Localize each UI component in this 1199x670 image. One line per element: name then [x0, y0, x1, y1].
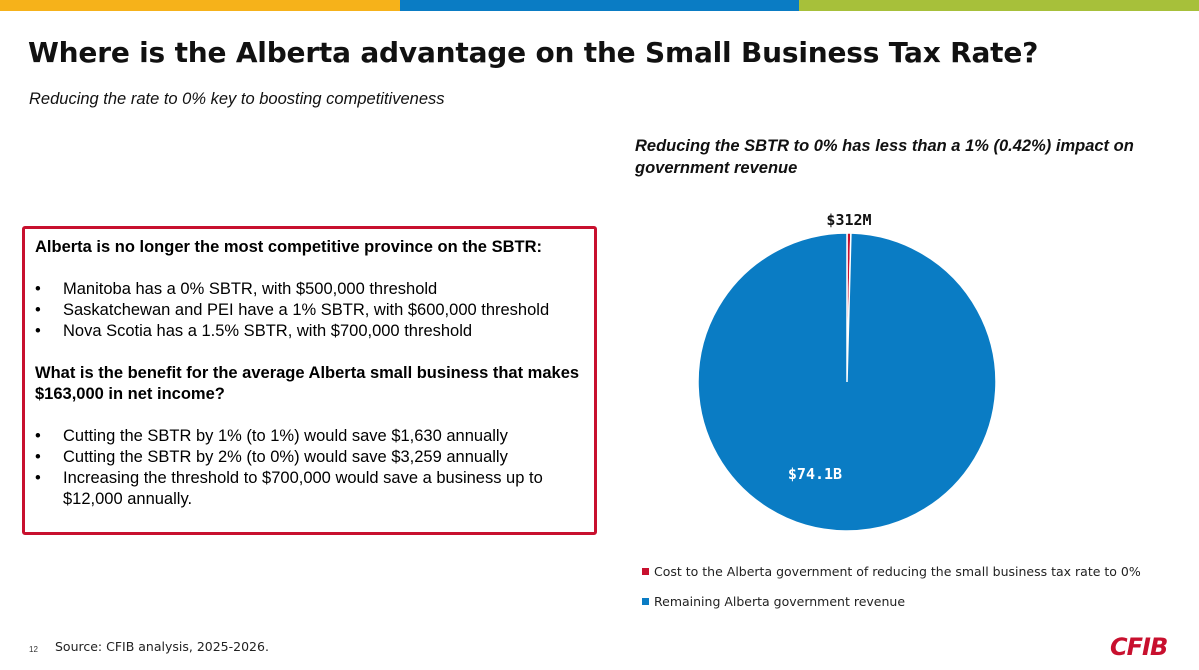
legend-item-revenue: Remaining Alberta government revenue — [642, 593, 1141, 610]
list-item-text: Increasing the threshold to $700,000 wou… — [63, 469, 543, 508]
list-item: • Cutting the SBTR by 1% (to 1%) would sa… — [35, 426, 584, 447]
top-bar-green-segment — [799, 0, 1199, 11]
bullet-icon: • — [35, 427, 41, 445]
list-item: • Increasing the threshold to $700,000 wo… — [35, 468, 584, 510]
list-item-text: Saskatchewan and PEI have a 1% SBTR, wit… — [63, 301, 550, 319]
legend-swatch-revenue — [642, 598, 649, 605]
pie-label-revenue: $74.1B — [788, 465, 842, 483]
bullet-icon: • — [35, 280, 41, 298]
legend-swatch-cost — [642, 568, 649, 575]
list-item: • Manitoba has a 0% SBTR, with $500,000 t… — [35, 279, 584, 300]
pie-slice-revenue — [697, 232, 997, 532]
list-item: • Nova Scotia has a 1.5% SBTR, with $700,… — [35, 321, 584, 342]
legend-label-revenue: Remaining Alberta government revenue — [654, 594, 906, 609]
bullet-icon: • — [35, 301, 41, 319]
info-box: Alberta is no longer the most competitiv… — [22, 226, 597, 535]
list-item-text: Manitoba has a 0% SBTR, with $500,000 th… — [63, 280, 438, 298]
page-subtitle: Reducing the rate to 0% key to boosting … — [29, 90, 445, 108]
legend-label-cost: Cost to the Alberta government of reduci… — [654, 564, 1141, 579]
legend-item-cost: Cost to the Alberta government of reduci… — [642, 563, 1141, 580]
list-item-text: Cutting the SBTR by 2% (to 0%) would sav… — [63, 448, 508, 466]
bullet-icon: • — [35, 448, 41, 466]
page-number: 12 — [29, 645, 38, 654]
info-heading-competitiveness: Alberta is no longer the most competitiv… — [35, 238, 542, 256]
list-item-text: Cutting the SBTR by 1% (to 1%) would sav… — [63, 427, 508, 445]
top-bar-yellow-segment — [0, 0, 400, 11]
bullet-icon: • — [35, 469, 41, 487]
page-title: Where is the Alberta advantage on the Sm… — [28, 36, 1039, 69]
source-note: Source: CFIB analysis, 2025-2026. — [55, 639, 269, 654]
benefit-list: • Cutting the SBTR by 1% (to 1%) would sa… — [35, 426, 584, 510]
cfib-logo: CFIB — [1110, 633, 1168, 661]
list-item-text: Nova Scotia has a 1.5% SBTR, with $700,0… — [63, 322, 473, 340]
chart-title: Reducing the SBTR to 0% has less than a … — [635, 137, 1134, 177]
pie-label-cost: $312M — [826, 211, 871, 229]
info-heading-benefit: What is the benefit for the average Albe… — [35, 364, 580, 403]
province-list: • Manitoba has a 0% SBTR, with $500,000 t… — [35, 279, 584, 342]
bullet-icon: • — [35, 322, 41, 340]
top-color-bar — [0, 0, 1199, 11]
top-bar-blue-segment — [399, 0, 800, 11]
chart-legend: Cost to the Alberta government of reduci… — [642, 563, 1141, 623]
list-item: • Cutting the SBTR by 2% (to 0%) would sa… — [35, 447, 584, 468]
list-item: • Saskatchewan and PEI have a 1% SBTR, wi… — [35, 300, 584, 321]
